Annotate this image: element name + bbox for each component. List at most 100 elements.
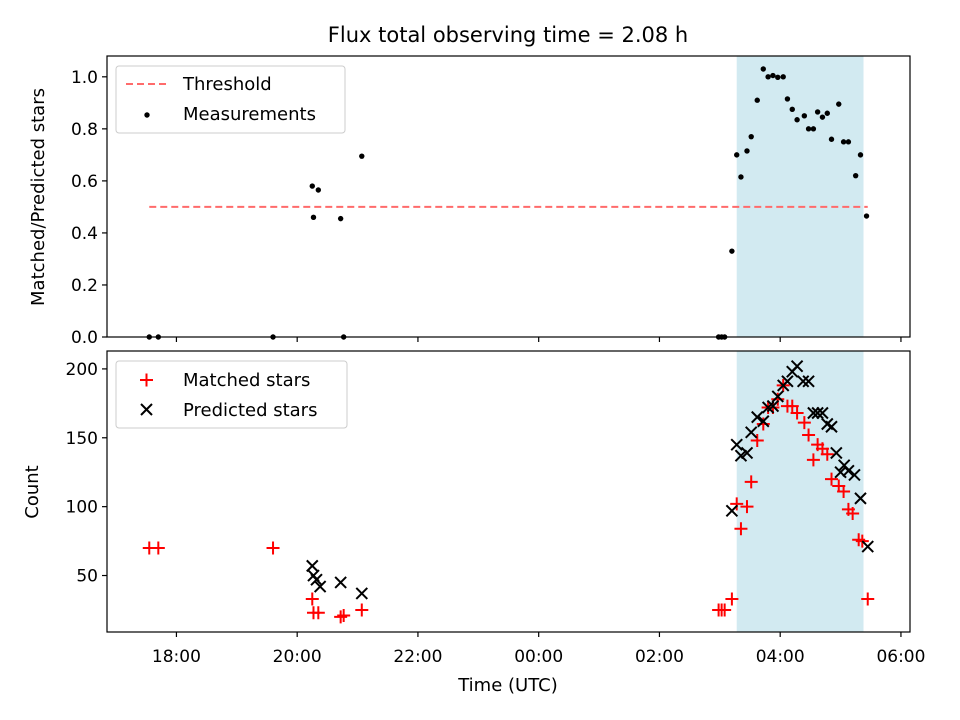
matched-star-marker [806,453,820,467]
predicted-star-marker [725,504,739,517]
top-y-ticks: 0.0 0.2 0.4 0.6 0.8 1.0 [71,68,107,348]
predicted-star-marker [334,576,347,589]
predicted-star-marker [790,359,804,373]
legend-matched-swatch [140,373,153,387]
legend-predicted-label: Predicted stars [183,400,317,421]
measurement-point [315,187,322,193]
measurement-point [840,139,847,145]
x-tick-label: 04:00 [756,647,805,667]
matched-star-marker [718,603,732,617]
matched-star-marker [151,541,165,555]
bottom-y-tick-label: 100 [66,498,98,518]
legend-matched-label: Matched stars [183,370,310,391]
measurement-point [770,72,776,79]
measurement-point [734,152,740,158]
predicted-star-marker [830,446,843,460]
matched-star-marker [785,399,799,413]
predicted-star-marker [854,492,867,505]
predicted-star-marker [313,580,327,593]
measurement-point [760,66,766,72]
x-tick-label: 20:00 [273,647,322,667]
measurement-point [789,106,795,113]
predicted-star-marker [861,540,874,553]
matched-star-marker [750,434,764,448]
bottom-y-ticks: 50 100 150 200 [66,360,107,587]
matched-star-marker [861,592,875,606]
predicted-star-marker [740,446,754,460]
chart-title: Flux total observing time = 2.08 h [328,23,688,47]
matched-star-marker [337,608,351,622]
bottom-y-axis-label: Count [22,465,43,518]
top-legend-box [115,65,346,134]
x-tick-label: 22:00 [393,647,442,667]
predicted-star-marker [730,438,743,451]
matched-star-marker [311,606,325,620]
matched-star-marker [744,475,758,489]
top-y-tick-label: 0.0 [71,328,98,348]
top-y-tick-label: 0.8 [71,120,98,140]
bottom-y-tick-label: 50 [76,567,98,587]
top-y-axis-label: Matched/Predicted stars [28,88,49,306]
top-legend: Threshold Measurements [115,65,346,134]
bottom-legend: Matched stars Predicted stars [115,360,348,429]
predicted-star-marker [745,426,758,439]
measurement-point [780,74,786,80]
predicted-star-marker [842,464,855,478]
measurement-point [337,215,344,222]
matched-star-marker [730,497,744,511]
predicted-star-marker [757,415,770,428]
bottom-axes-frame [106,350,911,633]
measurement-point [819,114,826,120]
measurement-point [775,74,781,81]
predicted-star-marker [751,410,764,424]
matched-star-marker [790,406,804,420]
measurement-point [309,183,315,189]
predicted-star-markers [306,359,874,600]
predicted-star-marker [816,406,829,420]
matched-star-marker [305,592,319,606]
measurement-point [765,74,771,80]
legend-measurements-swatch [144,112,150,118]
top-axes-frame [106,55,911,338]
x-axis-label: Time (UTC) [457,675,558,696]
matched-star-marker [820,447,834,461]
top-x-ticks [175,337,902,342]
predicted-star-marker [807,406,820,420]
bottom-y-tick-label: 200 [66,360,98,380]
x-tick-label: 00:00 [514,647,563,667]
measurement-point [784,96,791,102]
matched-star-marker [266,541,280,555]
legend-predicted-swatch [140,403,153,416]
matched-star-marker [740,500,754,514]
top-panel: 0.0 0.2 0.4 0.6 0.8 1.0 Matched/Predicted sta… [28,55,911,348]
matched-star-marker [825,472,839,486]
top-y-tick-label: 0.6 [71,172,98,192]
matched-star-marker [756,417,770,431]
top-y-tick-label: 0.2 [71,276,98,296]
measurement-point [754,97,760,103]
measurement-point [810,126,817,132]
bottom-x-ticks: 18:00 20:00 22:00 00:00 02:00 04:00 06:00 [152,632,925,667]
legend-measurements-label: Measurements [183,104,316,125]
measurement-point [729,248,735,254]
bottom-y-tick-label: 150 [66,429,98,449]
predicted-star-marker [781,375,794,388]
measurement-point [805,126,812,132]
predicted-star-marker [848,468,861,482]
measurement-point [310,214,317,221]
matched-star-marker [334,610,348,624]
measurement-point [794,117,800,123]
measurement-point [744,148,750,154]
matched-star-marker [837,485,851,498]
x-tick-label: 18:00 [152,647,201,667]
matched-star-marker [771,392,785,406]
measurement-point [852,172,859,179]
predicted-star-marker [796,375,810,388]
measurement-point [824,110,830,116]
matched-star-marker [802,428,816,442]
matched-star-marker [725,592,739,606]
matched-star-marker [797,416,811,430]
measurement-point [845,139,852,145]
measurement-point [801,113,808,119]
